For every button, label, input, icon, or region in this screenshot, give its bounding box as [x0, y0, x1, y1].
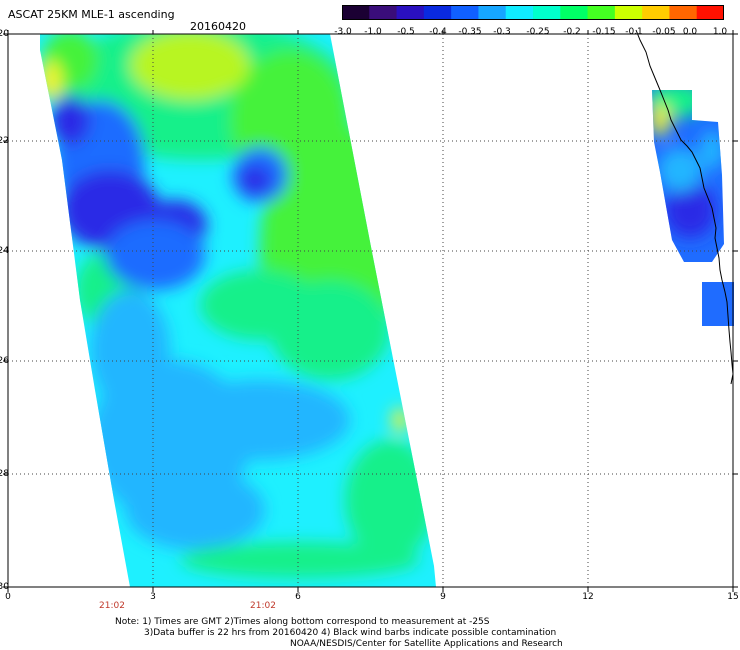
colorbar	[342, 5, 724, 20]
latitude-label: -30	[0, 582, 9, 592]
colorbar-segment	[560, 5, 589, 20]
colorbar-tick-label: -0.5	[397, 27, 415, 37]
colorbar-tick-label: -0.2	[563, 27, 581, 37]
wind-field-region	[90, 290, 170, 410]
colorbar-tick-label: -3.0	[334, 27, 352, 37]
colorbar-segment	[669, 5, 698, 20]
wind-field-region	[105, 220, 205, 290]
colorbar-segment	[396, 5, 425, 20]
colorbar-tick-label: -0.15	[592, 27, 616, 37]
longitude-label: 0	[5, 592, 11, 602]
latitude-label: -20	[0, 29, 9, 39]
longitude-label: 15	[727, 592, 739, 602]
latitude-label: -22	[0, 136, 9, 146]
wind-field-region	[239, 166, 271, 194]
colorbar-segment	[423, 5, 452, 20]
footnote-line-1: Note: 1) Times are GMT 2)Times along bot…	[115, 617, 490, 627]
wind-field-region	[658, 148, 702, 192]
colorbar-tick-label: -0.1	[625, 27, 643, 37]
colorbar-tick-label: -0.3	[493, 27, 511, 37]
wind-field-region	[180, 542, 420, 578]
longitude-label: 3	[150, 592, 156, 602]
colorbar-segment	[696, 5, 724, 20]
colorbar-segment	[614, 5, 643, 20]
latitude-label: -26	[0, 356, 9, 366]
wind-field-region	[652, 104, 670, 136]
graticule	[8, 34, 733, 587]
colorbar-tick-label: -0.4	[429, 27, 447, 37]
colorbar-segment	[342, 5, 370, 20]
map-date: 20160420	[190, 20, 246, 33]
latitude-label: -24	[0, 246, 9, 256]
colorbar-tick-label: -1.0	[364, 27, 382, 37]
ascending-swath	[40, 34, 436, 587]
map-title: ASCAT 25KM MLE-1 ascending	[8, 8, 175, 21]
time-label-left: 21:02	[99, 601, 125, 611]
colorbar-segment	[369, 5, 398, 20]
longitude-label: 9	[440, 592, 446, 602]
wind-field-region	[130, 34, 250, 100]
wind-field-region	[664, 182, 716, 238]
colorbar-segment	[533, 5, 561, 20]
footnote-credit: NOAA/NESDIS/Center for Satellite Applica…	[290, 639, 563, 649]
wind-field-region	[40, 60, 62, 100]
wind-field-region	[270, 280, 390, 380]
colorbar-segment	[642, 5, 670, 20]
colorbar-segment	[505, 5, 534, 20]
coastline	[635, 29, 734, 385]
longitude-label: 6	[295, 592, 301, 602]
wind-field-region	[170, 380, 350, 460]
footnote-line-2: 3)Data buffer is 22 hrs from 20160420 4)…	[144, 628, 557, 638]
tick-marks	[3, 30, 738, 592]
colorbar-segment	[451, 5, 479, 20]
colorbar-segment	[478, 5, 507, 20]
colorbar-tick-label: 0.0	[682, 27, 698, 37]
colorbar-tick-label: -0.25	[526, 27, 550, 37]
east-blue-block	[702, 282, 734, 326]
colorbar-tick-label: -0.35	[458, 27, 482, 37]
wind-field-region	[700, 130, 724, 170]
plot-frame	[7, 33, 734, 588]
east-coastal-swath	[652, 90, 724, 262]
colorbar-tick-label: -0.05	[652, 27, 676, 37]
time-label-right: 21:02	[250, 601, 276, 611]
longitude-label: 12	[582, 592, 594, 602]
colorbar-segment	[587, 5, 616, 20]
latitude-label: -28	[0, 469, 9, 479]
colorbar-tick-label: 1.0	[712, 27, 728, 37]
wind-field-region	[50, 95, 90, 145]
wind-field-region	[345, 440, 435, 560]
wind-field-region	[125, 470, 265, 550]
wind-field-region	[392, 408, 408, 432]
